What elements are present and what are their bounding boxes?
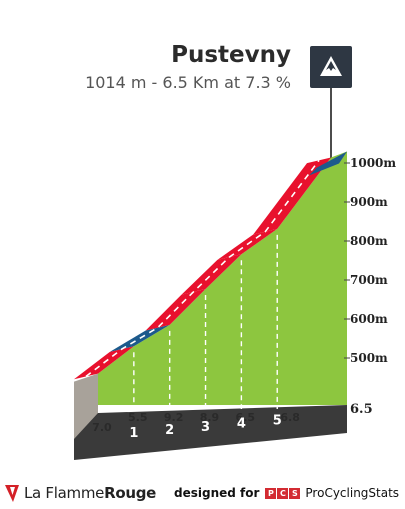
brand-name: La FlammeRouge (24, 484, 156, 502)
km-label: 4 (237, 417, 246, 432)
altitude-tick-label: 1000m (350, 156, 396, 170)
gradient-label: 8.9 (200, 411, 220, 424)
km-label: 1 (129, 426, 138, 441)
km-label: 2 (165, 423, 174, 438)
gradient-label: 6.5 (236, 411, 256, 424)
pcs-logo-letter: P (265, 487, 277, 499)
gradient-label: 7.0 (92, 421, 112, 434)
gradient-label: 5.5 (128, 411, 148, 424)
altitude-tick-label: 700m (350, 273, 388, 287)
altitude-tick-label: 800m (350, 234, 388, 248)
climb-profile-chart: 500m 600m 700m 800m 900m 1000m 7.0 5.5 9.2 8.9 6.… (74, 88, 396, 460)
profile-area (98, 151, 347, 405)
altitude-ticks: 500m 600m 700m 800m 900m 1000m (344, 156, 396, 365)
brand-name-plain: La Flamme (24, 484, 105, 502)
credit-prefix: designed for (174, 486, 260, 500)
flame-logo-icon (5, 485, 19, 502)
profile-base-strip (74, 405, 347, 460)
climb-title: Pustevny (171, 42, 291, 68)
designed-for-credit[interactable]: designed for P C S ProCyclingStats (174, 484, 399, 502)
altitude-tick-label: 500m (350, 351, 388, 365)
brand-name-bold: Rouge (104, 484, 157, 502)
road-segment (181, 254, 242, 295)
pcs-logo-letter: C (277, 487, 289, 499)
road-centerline (85, 159, 320, 378)
altitude-tick-label: 900m (350, 195, 388, 209)
gradient-label: 6.8 (280, 411, 300, 424)
total-distance-label: 6.5 (350, 402, 373, 417)
road-segment (109, 324, 170, 352)
gradient-labels: 7.0 5.5 9.2 8.9 6.5 6.8 (92, 411, 300, 434)
km-label: 3 (201, 420, 210, 435)
mountain-summit-icon (320, 56, 342, 76)
profile-area-fill (98, 151, 347, 405)
profile-road-line (74, 151, 347, 380)
km-label: 5 (273, 414, 282, 429)
road-summit-segment (309, 151, 347, 176)
climb-summary: 1014 m - 6.5 Km at 7.3 % (85, 73, 291, 92)
pcs-logo-letter: S (289, 487, 301, 499)
km-labels: 1 2 3 4 5 (129, 414, 281, 441)
km-gridlines (133, 234, 278, 409)
credit-name: ProCyclingStats (305, 486, 400, 500)
summit-badge (310, 46, 352, 88)
base-strip (74, 405, 347, 460)
altitude-tick-label: 600m (350, 312, 388, 326)
la-flamme-rouge-brand[interactable]: La FlammeRouge (4, 482, 156, 504)
gradient-label: 9.2 (164, 411, 184, 424)
